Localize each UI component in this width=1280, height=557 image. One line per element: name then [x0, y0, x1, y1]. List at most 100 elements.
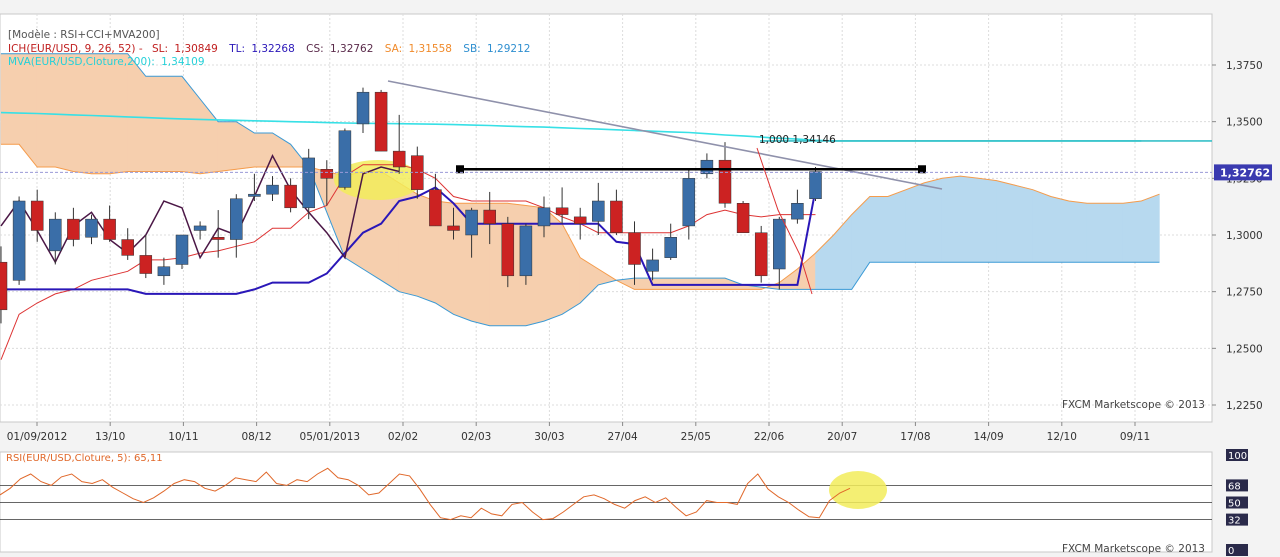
- price-tick-label: 1,2500: [1226, 343, 1263, 355]
- price-tag: 1,32762: [1220, 166, 1270, 179]
- price-tick-label: 1,3000: [1226, 230, 1263, 242]
- candle-body: [193, 225, 207, 231]
- cs-label: CS:: [306, 43, 324, 55]
- candle-body: [700, 159, 714, 175]
- ichimoku-name: ICH(EUR/USD, 9, 26, 52) -: [8, 43, 143, 55]
- candle-body: [610, 200, 623, 233]
- cloud-segment: [959, 175, 979, 263]
- cloud-segment: [1086, 203, 1106, 263]
- price-panel: 1,000 1,34146 1,37501,35001,32501,30001,…: [0, 13, 1272, 423]
- rsi-watermark: FXCM Marketscope © 2013: [1062, 543, 1205, 555]
- candle-body: [12, 200, 26, 281]
- cloud-segment: [869, 196, 889, 263]
- mva-value: 1,34109: [161, 56, 204, 68]
- cloud-segment: [905, 182, 925, 263]
- candle-body: [592, 200, 605, 222]
- candle-body: [537, 207, 551, 227]
- rsi-tick-label: 100: [1228, 451, 1247, 462]
- price-tick-label: 1,2750: [1226, 287, 1263, 299]
- watermark: FXCM Marketscope © 2013: [1062, 399, 1205, 411]
- indicator-legend: [Modèle : RSI+CCI+MVA200] ICH(EUR/USD, 9…: [8, 29, 530, 68]
- chart-overlays: 1,000 1,34146: [0, 80, 1212, 295]
- cloud-segment: [73, 53, 92, 175]
- candle-body: [266, 184, 279, 195]
- rsi-tick-label: 32: [1228, 516, 1241, 527]
- candle-body: [121, 239, 134, 256]
- rsi-levels: [0, 484, 1212, 520]
- price-tick-label: 1,2250: [1226, 400, 1263, 412]
- candle-body: [230, 198, 243, 240]
- cloud-segment: [1014, 184, 1033, 263]
- candle-body: [754, 232, 768, 277]
- rsi-highlight-circle: [829, 471, 887, 509]
- candle-body: [555, 207, 569, 215]
- tenkan-sen-line: [1, 186, 817, 295]
- cloud-segment: [706, 277, 726, 290]
- cloud-segment: [941, 175, 961, 263]
- candle-body: [0, 261, 8, 311]
- candle-body: [392, 150, 406, 168]
- cloud-segment: [54, 53, 74, 172]
- rsi-tick-label: 0: [1228, 546, 1234, 557]
- rsi-tick-background: [1226, 479, 1248, 492]
- senkou-span-b-line: [1, 53, 1160, 327]
- candle-body: [519, 225, 533, 277]
- rsi-line: [0, 467, 851, 521]
- candle-body: [718, 159, 732, 204]
- cloud-segment: [978, 177, 997, 263]
- date-tick-label: 14/09: [973, 431, 1003, 443]
- rsi-panel: RSI(EUR/USD,Cloture, 5): 65,11 FXCM Mark…: [0, 449, 1248, 557]
- price-annotation: 1,000 1,34146: [759, 134, 836, 146]
- candle-body: [483, 209, 496, 224]
- cloud-segment: [163, 76, 183, 172]
- price-axis: 1,37501,35001,32501,30001,27501,25001,22…: [1212, 60, 1272, 412]
- date-tick-label: 02/03: [461, 431, 491, 443]
- retracement-line: [756, 147, 813, 295]
- candle-body: [320, 169, 334, 179]
- cloud-segment: [145, 76, 165, 172]
- sa-value: 1,31558: [409, 43, 452, 55]
- candle-body: [284, 184, 297, 209]
- ichimoku-legend: ICH(EUR/USD, 9, 26, 52) - SL: 1,30849 TL…: [8, 43, 530, 55]
- cloud-segment: [652, 277, 672, 290]
- candle-body: [374, 91, 388, 152]
- rsi-tick-background: [1226, 544, 1248, 556]
- rsi-tick-background: [1226, 496, 1248, 509]
- candle-body: [85, 218, 98, 238]
- candles: [0, 87, 822, 324]
- candle-body: [682, 178, 696, 227]
- model-label: [Modèle : RSI+CCI+MVA200]: [8, 29, 160, 41]
- candle-body: [49, 218, 62, 252]
- cloud-segment: [887, 189, 907, 263]
- date-tick-label: 02/02: [388, 431, 418, 443]
- candle-body: [103, 218, 116, 240]
- rsi-label: RSI(EUR/USD,Cloture, 5): 65,11: [6, 453, 163, 464]
- cloud-segment: [996, 180, 1015, 263]
- candle-body: [773, 218, 786, 270]
- candle-body: [175, 234, 189, 265]
- tl-label: TL:: [228, 43, 245, 55]
- date-axis: 01/09/2012 13/10 10/11 08/12 05/01/2013 02/02…: [0, 422, 1212, 451]
- level-end-handle: [918, 165, 926, 174]
- candle-body: [30, 200, 44, 231]
- cloud-segment: [1141, 193, 1160, 263]
- cloud-segment: [1032, 189, 1052, 263]
- candle-body: [67, 218, 80, 240]
- sa-label: SA:: [385, 43, 402, 55]
- candle-body: [501, 223, 515, 277]
- rsi-axis: 100 68 50 32 0: [1226, 449, 1248, 557]
- date-tick-label: 22/06: [754, 431, 785, 443]
- date-tick-label: 09/11: [1120, 431, 1150, 443]
- tl-value: 1,32268: [251, 43, 294, 55]
- mva-name: MVA(EUR/USD,Cloture,200):: [8, 56, 155, 68]
- date-tick-label: 01/09/2012: [7, 431, 68, 443]
- date-tick-label: 08/12: [241, 431, 271, 443]
- candle-body: [248, 193, 261, 197]
- candle-body: [573, 216, 587, 224]
- highlight-circle: [334, 160, 422, 200]
- cloud-segment: [1104, 203, 1124, 263]
- rsi-tick-label: 68: [1228, 481, 1241, 492]
- date-axis-background: [0, 423, 1212, 451]
- candle-body: [356, 91, 370, 125]
